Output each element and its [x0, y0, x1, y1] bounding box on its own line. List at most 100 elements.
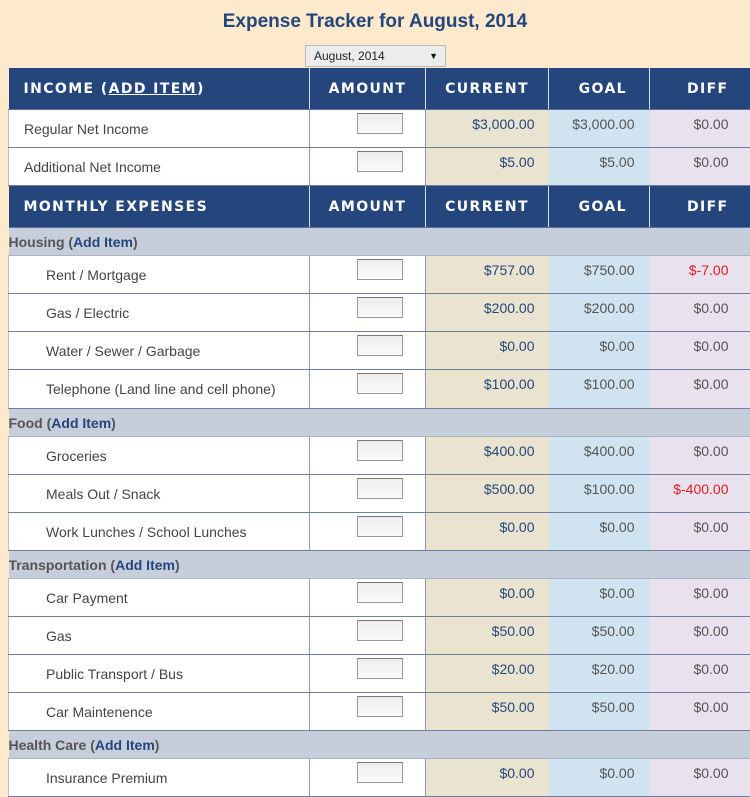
category-name: Health Care [9, 737, 87, 753]
amount-input[interactable] [357, 516, 403, 537]
current-value: $0.00 [426, 759, 549, 797]
amount-cell [310, 475, 426, 513]
diff-column-header: Diff [650, 68, 750, 110]
current-value: $400.00 [426, 437, 549, 475]
income-row: Regular Net Income$3,000.00$3,000.00$0.0… [9, 110, 750, 148]
diff-value: $-400.00 [650, 475, 750, 513]
diff-column-header: Diff [650, 186, 750, 228]
diff-value: $0.00 [650, 655, 750, 693]
income-add-item-link[interactable]: Add Item [109, 81, 197, 97]
goal-value: $20.00 [549, 655, 650, 693]
amount-column-header: Amount [310, 68, 426, 110]
month-select-value: August, 2014 [314, 49, 385, 63]
income-row: Additional Net Income$5.00$5.00$0.00 [9, 148, 750, 186]
expense-row: Gas$50.00$50.00$0.00 [9, 617, 750, 655]
goal-value: $100.00 [549, 475, 650, 513]
row-label: Car Maintenence [9, 693, 310, 731]
expense-row: Telephone (Land line and cell phone) $100… [9, 370, 750, 409]
row-label: Regular Net Income [9, 110, 310, 148]
expense-row: Meals Out / Snack $500.00$100.00$-400.00 [9, 475, 750, 513]
diff-value: $0.00 [650, 693, 750, 731]
goal-value: $400.00 [549, 437, 650, 475]
amount-cell [310, 513, 426, 551]
amount-input[interactable] [357, 335, 403, 356]
current-value: $50.00 [426, 617, 549, 655]
amount-input[interactable] [357, 620, 403, 641]
diff-value: $0.00 [650, 617, 750, 655]
goal-value: $50.00 [549, 617, 650, 655]
diff-value: $0.00 [650, 148, 750, 186]
amount-input[interactable] [357, 696, 403, 717]
amount-input[interactable] [357, 762, 403, 783]
diff-value: $0.00 [650, 370, 750, 409]
amount-input[interactable] [357, 440, 403, 461]
amount-input[interactable] [357, 297, 403, 318]
goal-value: $0.00 [549, 332, 650, 370]
page-title: Expense Tracker for August, 2014 [0, 11, 750, 33]
row-label: Work Lunches / School Lunches [9, 513, 310, 551]
category-add-item-link[interactable]: Add Item [95, 737, 155, 753]
goal-value: $5.00 [549, 148, 650, 186]
expense-row: Groceries$400.00$400.00$0.00 [9, 437, 750, 475]
amount-cell [310, 370, 426, 409]
month-select[interactable]: August, 2014 ▼ [305, 45, 446, 67]
category-add-item-link[interactable]: Add Item [115, 557, 175, 573]
diff-value: $0.00 [650, 513, 750, 551]
goal-column-header: Goal [549, 68, 650, 110]
expense-row: Water / Sewer / Garbage$0.00$0.00$0.00 [9, 332, 750, 370]
expense-row: Car Payment$0.00$0.00$0.00 [9, 579, 750, 617]
amount-input[interactable] [357, 113, 403, 134]
amount-cell [310, 655, 426, 693]
dropdown-arrow-icon: ▼ [429, 46, 438, 66]
expense-row: Rent / Mortgage$757.00$750.00$-7.00 [9, 256, 750, 294]
current-value: $100.00 [426, 370, 549, 409]
amount-input[interactable] [357, 259, 403, 280]
goal-value: $750.00 [549, 256, 650, 294]
row-label: Groceries [9, 437, 310, 475]
category-add-item-link[interactable]: Add Item [73, 234, 133, 250]
expense-table: Income (Add Item) Amount Current Goal Di… [8, 68, 750, 797]
amount-cell [310, 437, 426, 475]
amount-input[interactable] [357, 151, 403, 172]
expense-row: Work Lunches / School Lunches$0.00$0.00$… [9, 513, 750, 551]
amount-input[interactable] [357, 373, 403, 394]
goal-value: $100.00 [549, 370, 650, 409]
goal-value: $0.00 [549, 759, 650, 797]
row-label: Rent / Mortgage [9, 256, 310, 294]
amount-cell [310, 294, 426, 332]
category-label: Health Care (Add Item) [9, 731, 750, 759]
row-label: Meals Out / Snack [9, 475, 310, 513]
amount-input[interactable] [357, 582, 403, 603]
category-label: Food (Add Item) [9, 409, 750, 437]
current-column-header: Current [426, 68, 549, 110]
category-add-item-link[interactable]: Add Item [51, 415, 111, 431]
diff-value: $0.00 [650, 579, 750, 617]
expenses-header-row: Monthly ExpensesAmountCurrentGoalDiff [9, 186, 750, 228]
amount-cell [310, 617, 426, 655]
current-value: $5.00 [426, 148, 549, 186]
diff-value: $0.00 [650, 294, 750, 332]
expense-row: Gas / Electric$200.00$200.00$0.00 [9, 294, 750, 332]
amount-cell [310, 579, 426, 617]
amount-cell [310, 148, 426, 186]
amount-cell [310, 332, 426, 370]
row-label: Telephone (Land line and cell phone) [9, 370, 310, 409]
goal-value: $3,000.00 [549, 110, 650, 148]
current-value: $50.00 [426, 693, 549, 731]
goal-value: $0.00 [549, 579, 650, 617]
expense-row: Public Transport / Bus$20.00$20.00$0.00 [9, 655, 750, 693]
diff-value: $0.00 [650, 332, 750, 370]
current-column-header: Current [426, 186, 549, 228]
expenses-header: Monthly Expenses [9, 186, 310, 228]
amount-input[interactable] [357, 658, 403, 679]
current-value: $0.00 [426, 513, 549, 551]
diff-value: $0.00 [650, 759, 750, 797]
amount-cell [310, 110, 426, 148]
row-label: Water / Sewer / Garbage [9, 332, 310, 370]
current-value: $0.00 [426, 579, 549, 617]
current-value: $500.00 [426, 475, 549, 513]
category-label: Transportation (Add Item) [9, 551, 750, 579]
diff-value: $0.00 [650, 110, 750, 148]
category-row: Health Care (Add Item) [9, 731, 750, 759]
amount-input[interactable] [357, 478, 403, 499]
